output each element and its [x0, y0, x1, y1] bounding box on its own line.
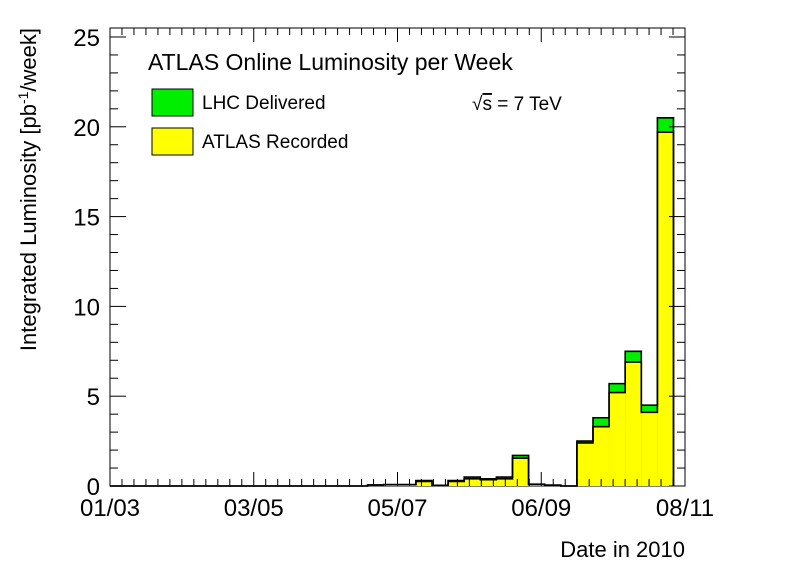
x-axis-title: Date in 2010 — [560, 537, 685, 562]
recorded-outline — [110, 131, 675, 487]
legend-swatch-delivered — [151, 88, 194, 117]
bar-recorded — [448, 481, 465, 486]
bar-recorded — [576, 442, 593, 486]
x-tick-label: 01/03 — [80, 495, 140, 522]
delivered-outline — [110, 117, 675, 487]
bar-recorded — [512, 458, 529, 486]
chart-title: ATLAS Online Luminosity per Week — [148, 49, 513, 75]
energy-annotation: √s = 7 TeV — [472, 94, 562, 115]
bar-recorded — [641, 412, 658, 486]
y-tick-label: 10 — [73, 294, 100, 321]
y-axis-title: Integrated Luminosity [pb-1/week] — [15, 28, 41, 351]
legend-label-recorded: ATLAS Recorded — [202, 132, 348, 153]
bar-recorded — [496, 478, 513, 486]
x-tick-label: 08/11 — [656, 495, 714, 522]
y-tick-label: 15 — [73, 205, 100, 232]
bar-recorded — [415, 481, 432, 486]
bar-recorded — [625, 362, 642, 486]
y-tick-label: 20 — [73, 115, 100, 142]
y-tick-label: 25 — [73, 25, 100, 52]
tick-labels-layer: 0 5 10 15 20 25 01/03 03/05 05/07 06/09 08/11 — [73, 25, 714, 522]
bar-recorded — [593, 426, 610, 486]
bar-recorded — [609, 392, 626, 486]
legend-swatch-recorded — [151, 127, 194, 156]
legend-label-delivered: LHC Delivered — [202, 93, 326, 114]
x-tick-label: 06/09 — [511, 495, 571, 522]
bars-layer — [110, 117, 675, 487]
y-tick-label: 5 — [87, 384, 100, 411]
bar-recorded — [657, 132, 674, 486]
bar-recorded — [464, 478, 481, 486]
bar-recorded — [480, 479, 497, 486]
ticks-layer — [109, 28, 686, 487]
x-tick-label: 03/05 — [224, 495, 284, 522]
y-tick-label: 0 — [87, 474, 100, 501]
x-tick-label: 05/07 — [367, 495, 427, 522]
